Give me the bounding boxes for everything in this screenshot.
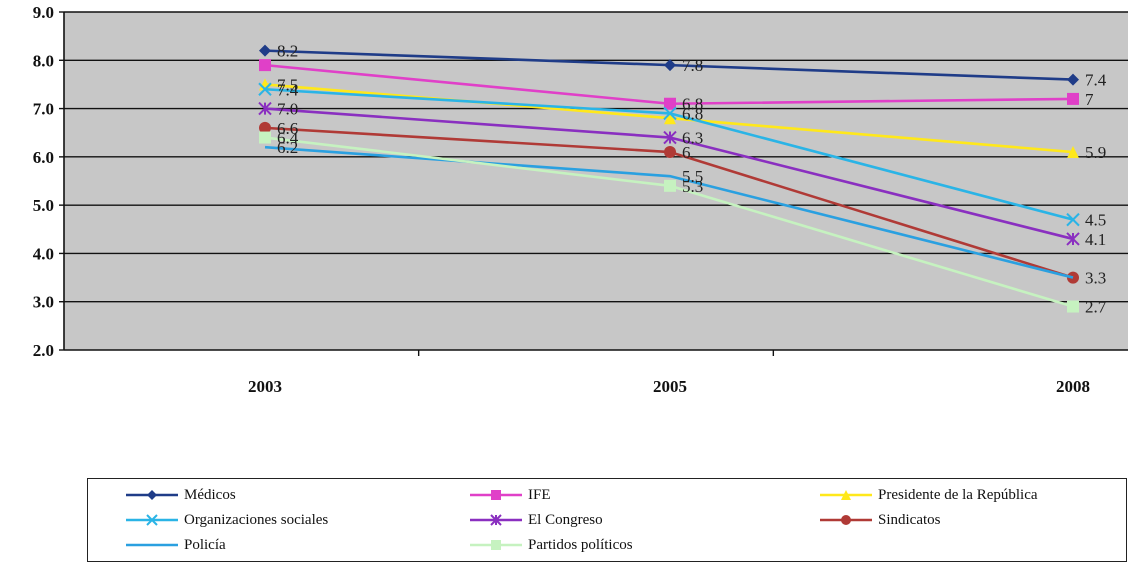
data-label: 7.8 [682,56,703,75]
data-point [491,540,501,550]
data-label: 6.8 [682,104,703,123]
data-point [664,112,676,125]
data-point [1066,232,1080,246]
legend-label: El Congreso [528,511,603,528]
x-tick-label: 2005 [653,377,687,396]
x-tick-label: 2008 [1056,377,1090,396]
y-tick-label: 8.0 [33,51,54,70]
legend-label: Presidente de la República [878,486,1038,503]
data-point [1067,92,1079,105]
legend-item: Organizaciones sociales [124,510,328,530]
x-tick-label: 2003 [248,377,282,396]
x-axis-ticks: 2003 2005 2008 [248,350,1090,396]
legend-swatch [470,514,522,526]
data-point [841,515,851,525]
data-label: 6.2 [277,138,298,157]
data-point [259,44,271,57]
data-labels: 8.2 7.8 7.4 6.8 7 7.5 5.9 7.4 6.8 4.5 7.0 6.3 4.1 6.6… [277,42,1107,317]
legend-swatch [820,515,872,525]
data-point [259,121,271,134]
line-chart: 2.0 3.0 4.0 5.0 6.0 7.0 8.0 9.0 2003 2005 2008 8.… [33,3,1128,396]
legend-label: Organizaciones sociales [184,511,329,528]
data-point [1067,146,1079,159]
data-point [1067,73,1079,86]
y-tick-label: 3.0 [33,293,54,312]
legend-swatch [820,490,872,500]
legend-label: Partidos políticos [528,536,633,553]
data-label: 7.5 [277,75,298,94]
legend-label: Policía [184,536,226,553]
data-point [259,59,271,72]
data-point [664,59,676,72]
y-tick-label: 6.0 [33,148,54,167]
data-point [258,101,272,116]
data-point [147,490,157,500]
legend-item: Presidente de la República [818,485,1038,505]
legend: Médicos IFE Presidente de la República Orga… [87,478,1127,562]
data-label: 7.0 [277,100,298,119]
data-point [663,130,677,145]
data-point [1067,300,1079,313]
y-tick-label: 4.0 [33,244,54,263]
plot-area [64,12,1128,350]
data-point [491,490,501,500]
legend-swatch [470,540,522,550]
data-label: 5.5 [682,167,703,186]
data-point [664,179,676,192]
y-tick-label: 2.0 [33,341,54,360]
data-label: 6 [682,143,691,162]
data-point [664,146,676,159]
data-label: 2.7 [1085,298,1107,317]
data-label: 7.4 [277,80,299,99]
data-label: 3.3 [1085,269,1106,288]
data-label: 7.4 [1085,71,1107,90]
y-tick-label: 9.0 [33,3,54,22]
legend-swatch [126,490,178,500]
data-label: 5.3 [682,177,703,196]
data-point [146,514,158,526]
legend-swatch [126,543,178,547]
legend-label: Sindicatos [878,511,941,528]
legend-item: Sindicatos [818,510,941,530]
data-point [258,82,272,96]
data-label: 4.5 [1085,211,1106,230]
data-point [664,97,676,110]
axes [63,12,1128,351]
legend-item: Partidos políticos [468,535,633,555]
data-label: 6.3 [682,129,703,148]
legend-item: El Congreso [468,510,603,530]
legend-label: Médicos [184,486,236,503]
data-point [663,106,677,121]
legend-item: IFE [468,485,551,505]
data-label: 6.4 [277,129,299,148]
legend-item: Policía [124,535,226,555]
data-label: 6.6 [277,119,298,138]
data-label: 4.1 [1085,230,1106,249]
data-label: 8.2 [277,42,298,61]
y-tick-label: 7.0 [33,100,54,119]
data-point [259,131,271,144]
legend-item: Médicos [124,485,236,505]
legend-label: IFE [528,486,551,503]
y-tick-label: 5.0 [33,196,54,215]
data-point [1066,212,1080,227]
series-line [264,145,1074,279]
series-layer [258,44,1080,313]
data-label: 5.9 [1085,143,1106,162]
data-point [841,490,851,500]
data-point [490,514,502,526]
legend-swatch [470,490,522,500]
y-axis-ticks: 2.0 3.0 4.0 5.0 6.0 7.0 8.0 9.0 [33,3,64,360]
legend-swatch [126,514,178,526]
gridlines [64,11,1128,303]
data-label: 6.8 [682,95,703,114]
data-label: 7 [1085,90,1094,109]
